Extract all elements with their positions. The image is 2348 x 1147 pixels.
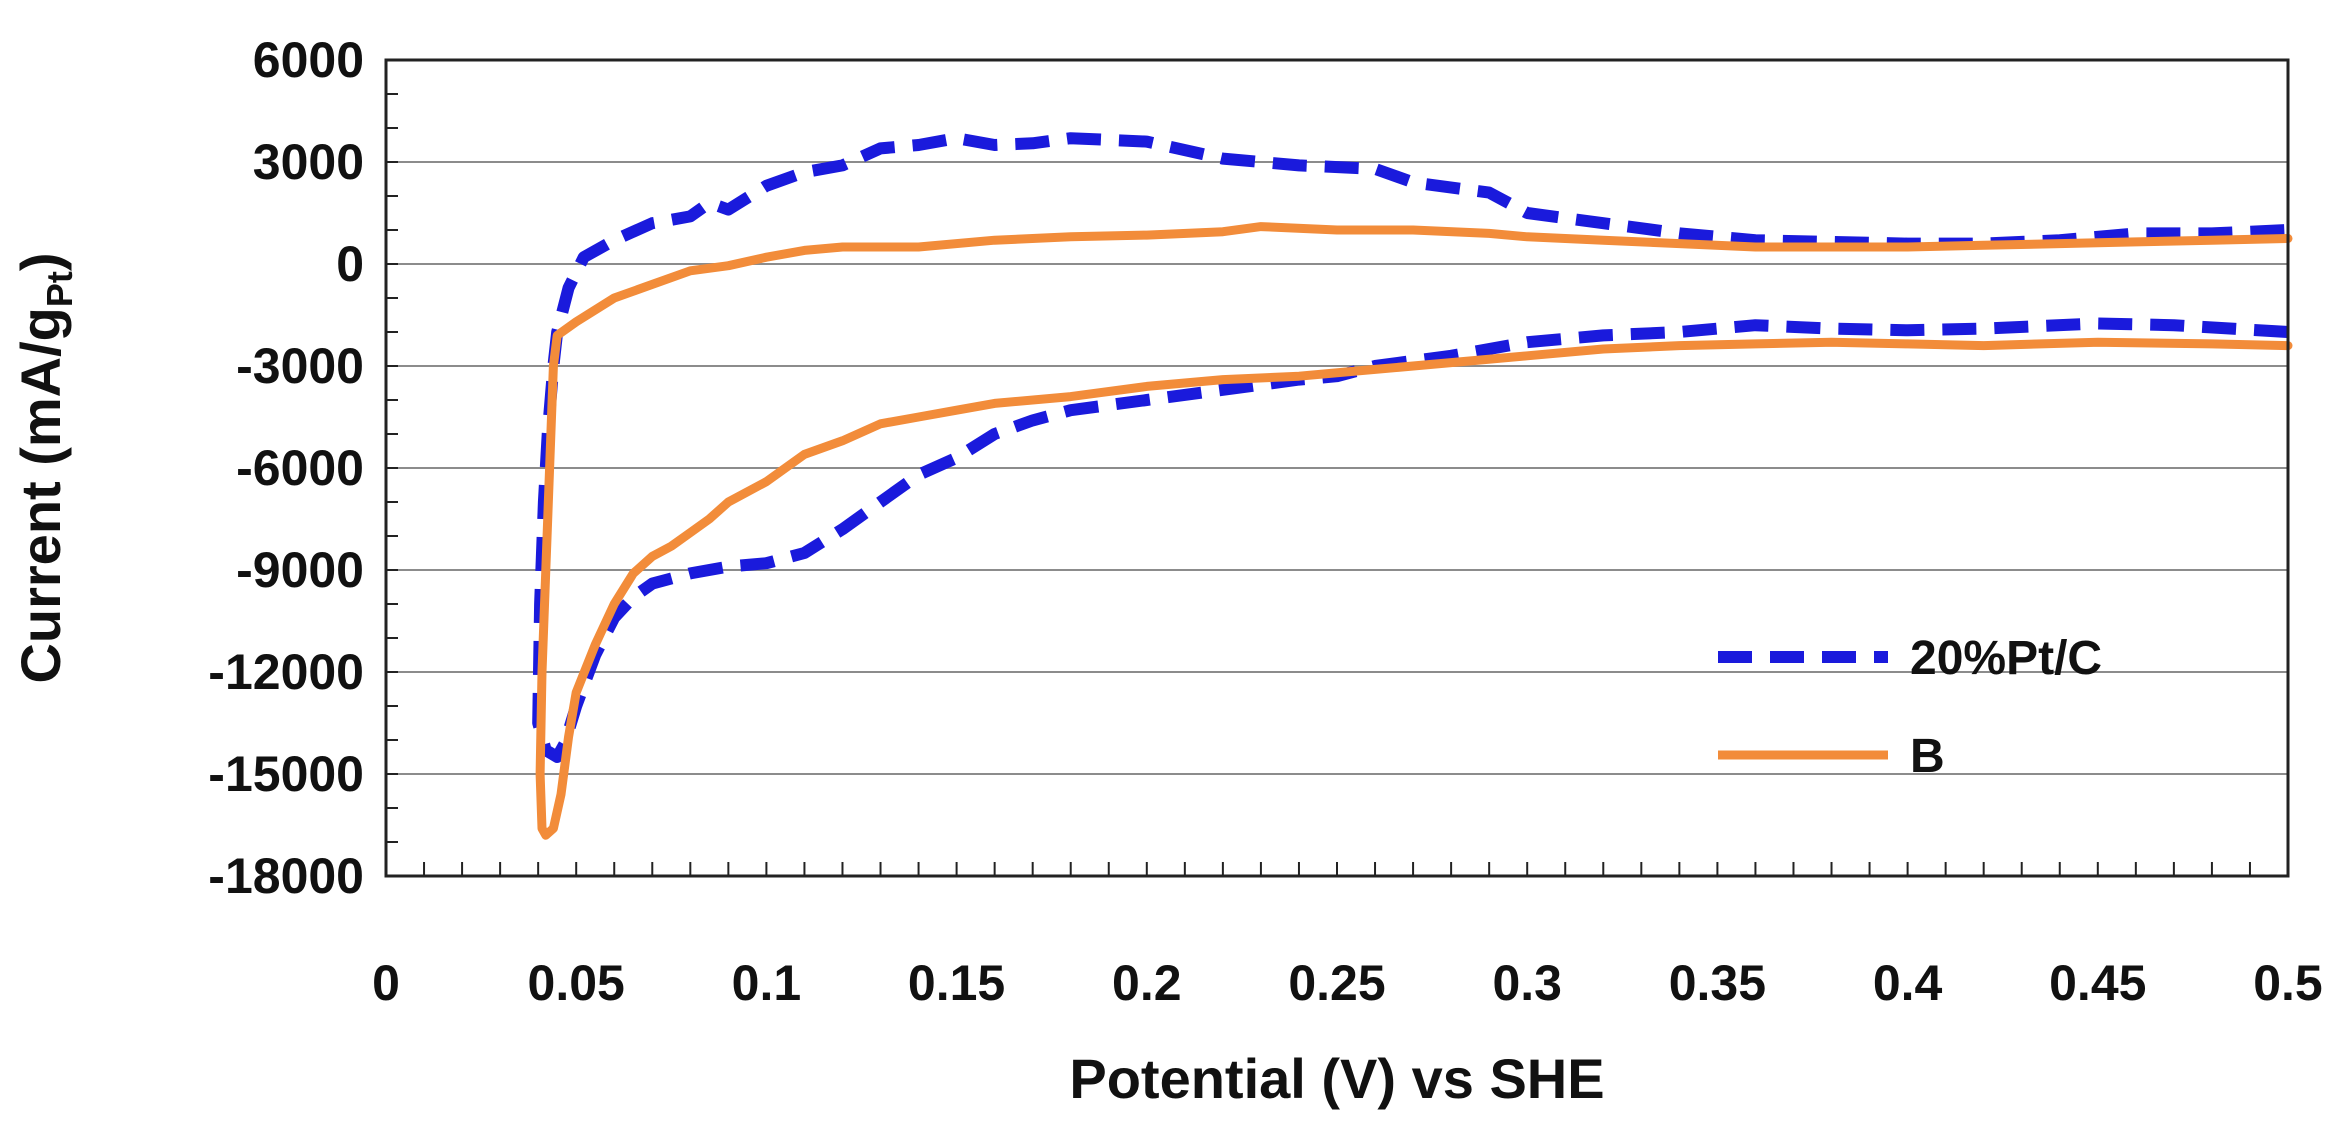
y-tick-labels: 6000 3000 0 -3000 -6000 -9000 -12000 -15000 -180… [208,32,364,904]
y-axis-title-subscript: Pt [39,271,80,307]
y-axis-title-close: ) [9,252,72,271]
x-tick-label: 0.3 [1492,955,1562,1011]
legend-label-20pt-c: 20%Pt/C [1910,632,2102,685]
x-tick-label: 0.45 [2049,955,2146,1011]
data-series [532,132,2293,840]
x-tick-label: 0.15 [908,955,1005,1011]
x-tick-label: 0.2 [1112,955,1182,1011]
y-axis-title-main: Current (mA/g [9,307,72,683]
y-tick-label: -12000 [208,644,364,700]
x-tick-label: 0 [372,955,400,1011]
x-tick-label: 0.5 [2253,955,2323,1011]
y-tick-label: 6000 [253,32,364,88]
y-tick-label: -9000 [236,542,364,598]
y-tick-label: 0 [336,236,364,292]
x-axis-title: Potential (V) vs SHE [1069,1047,1604,1110]
y-tick-label: -15000 [208,746,364,802]
x-tick-label: 0.4 [1873,955,1943,1011]
x-tick-label: 0.25 [1288,955,1385,1011]
tick-marks [385,59,2289,877]
y-tick-label: -18000 [208,848,364,904]
x-tick-label: 0.35 [1669,955,1766,1011]
legend-label-b: B [1910,730,1945,783]
y-tick-label: 3000 [253,134,364,190]
y-tick-label: -6000 [236,440,364,496]
x-tick-label: 0.1 [732,955,802,1011]
y-axis-title: Current (mA/gPt) [9,252,80,683]
legend: 20%Pt/C B [1718,632,2102,783]
x-tick-label: 0.05 [528,955,625,1011]
y-tick-label: -3000 [236,338,364,394]
plot-frame [384,58,2290,878]
series-line-b [535,222,2293,840]
x-tick-labels: 0 0.05 0.1 0.15 0.2 0.25 0.3 0.35 0.4 0.45 0.5 [372,955,2323,1011]
